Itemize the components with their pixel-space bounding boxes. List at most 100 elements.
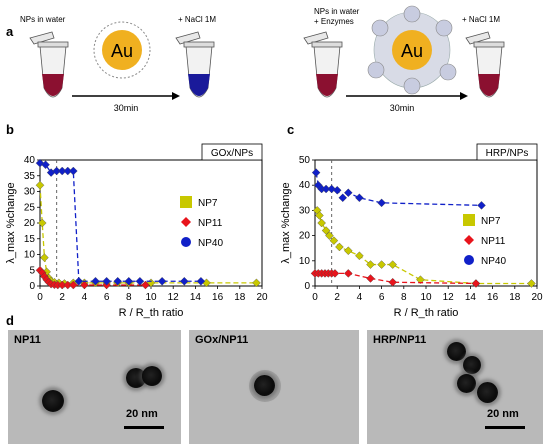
data-point-NP7 xyxy=(40,253,49,262)
panel-a-letter: a xyxy=(6,24,14,39)
data-point-NP11 xyxy=(330,269,340,278)
x-tick-label: 4 xyxy=(357,292,363,303)
data-point-NP7 xyxy=(527,279,536,288)
data-point-NP7 xyxy=(366,260,375,269)
y-tick-label: 20 xyxy=(299,231,311,242)
chart-c: HRP/NPs 0 2 4 6 8 10 12 14 16 18 20 0 10 20 30 40 50 λ_max… xyxy=(280,143,543,319)
y-tick-label: 10 xyxy=(24,250,36,261)
x-tick-label: 16 xyxy=(487,292,499,303)
panel-d-letter: d xyxy=(6,313,14,328)
y-tick-label: 10 xyxy=(299,256,311,267)
x-tick-label: 18 xyxy=(509,292,521,303)
x-axis-label: R / R_th ratio xyxy=(119,307,184,319)
series-line-NP40 xyxy=(315,172,482,207)
x-tick-label: 2 xyxy=(59,292,65,303)
data-point-NP40 xyxy=(355,193,364,203)
x-tick-label: 12 xyxy=(168,292,180,303)
x-tick-label: 0 xyxy=(312,292,318,303)
x-tick-label: 14 xyxy=(465,292,477,303)
data-point-NP7 xyxy=(317,218,326,228)
chart-tag-box xyxy=(476,143,538,161)
x-tick-label: 12 xyxy=(443,292,455,303)
data-point-NP40 xyxy=(102,276,111,286)
legend-label-NP40: NP40 xyxy=(481,256,506,267)
data-point-NP40 xyxy=(157,276,167,286)
left-time: 30min xyxy=(114,103,139,113)
plot-frame xyxy=(39,159,263,287)
right-np-label: NPs in water xyxy=(314,7,360,16)
x-tick-label: 4 xyxy=(82,292,88,303)
chart-tag: GOx/NPs xyxy=(201,143,263,161)
x-tick-label: 20 xyxy=(256,292,268,303)
data-point-NP7 xyxy=(335,242,344,252)
x-tick-label: 8 xyxy=(126,292,132,303)
data-point-NP11 xyxy=(344,269,353,278)
data-point-NP7 xyxy=(355,251,364,261)
data-point-NP40 xyxy=(69,166,78,176)
left-salt-label: + NaCl 1M xyxy=(178,15,216,24)
data-point-NP40 xyxy=(135,276,145,286)
data-point-NP40 xyxy=(124,276,134,286)
svg-text:Au: Au xyxy=(401,41,423,61)
legend-marker-NP7 xyxy=(463,214,475,226)
data-point-NP40 xyxy=(91,276,100,286)
data-point-NP11 xyxy=(80,280,89,290)
y-tick-label: 30 xyxy=(299,205,311,216)
y-tick-label: 25 xyxy=(24,202,36,213)
svg-text:Au: Au xyxy=(111,41,133,61)
data-point-NP7 xyxy=(321,226,331,235)
y-tick-label: 20 xyxy=(24,218,36,229)
data-point-NP7 xyxy=(37,218,47,228)
tem-label-gox-np11: GOx/NP11 xyxy=(195,334,249,346)
legend-marker-NP40 xyxy=(464,255,474,265)
au-particle-enzymes: Au xyxy=(367,5,457,95)
right-time: 30min xyxy=(390,103,415,113)
data-point-NP11 xyxy=(471,279,481,288)
x-tick-label: 10 xyxy=(145,292,157,303)
au-particle-bare: Au xyxy=(93,21,151,79)
tem-image-gox-np11: GOx/NP11 xyxy=(189,330,359,444)
x-tick-label: 18 xyxy=(234,292,246,303)
data-point-NP40 xyxy=(332,185,342,195)
x-tick-label: 10 xyxy=(420,292,432,303)
x-tick-label: 6 xyxy=(379,292,385,303)
chart-tag-text: GOx/NPs xyxy=(211,148,253,159)
legend-label-NP7: NP7 xyxy=(481,216,501,227)
y-tick-label: 0 xyxy=(29,281,35,292)
particle xyxy=(447,342,466,361)
data-point-NP11 xyxy=(141,280,150,290)
x-tick-label: 16 xyxy=(212,292,224,303)
data-point-NP7 xyxy=(416,275,425,284)
series-line-NP40 xyxy=(39,162,201,282)
tube-right-start xyxy=(303,31,343,98)
legend-marker-NP11 xyxy=(464,235,474,245)
chart-tag-text: HRP/NPs xyxy=(486,148,529,159)
legend-label-NP11: NP11 xyxy=(198,218,223,229)
data-point-NP40 xyxy=(180,276,189,286)
x-tick-label: 20 xyxy=(531,292,543,303)
x-tick-label: 2 xyxy=(334,292,340,303)
particle xyxy=(42,390,64,412)
legend-marker-NP7 xyxy=(180,196,192,208)
y-tick-label: 30 xyxy=(24,187,36,198)
y-axis-label: λ_max %change xyxy=(5,182,17,263)
panel-c-letter: c xyxy=(287,122,295,137)
data-point-NP7 xyxy=(329,236,339,245)
scale-bar xyxy=(124,426,164,429)
particle xyxy=(457,374,476,393)
data-point-NP40 xyxy=(113,276,122,286)
data-point-NP40 xyxy=(377,198,386,208)
chart-tag: HRP/NPs xyxy=(476,143,538,161)
particle xyxy=(463,356,481,374)
particle xyxy=(126,368,146,388)
y-tick-label: 40 xyxy=(24,155,36,166)
series-line-NP7 xyxy=(39,185,257,285)
data-point-NP11 xyxy=(366,274,375,283)
y-tick-label: 40 xyxy=(299,180,311,191)
data-point-NP7 xyxy=(35,180,45,190)
tem-label-hrp-np11: HRP/NP11 xyxy=(373,334,427,346)
data-point-NP40 xyxy=(477,201,486,210)
data-point-NP40 xyxy=(74,276,84,286)
tube-right-end xyxy=(465,31,505,98)
tube-left-end xyxy=(175,31,215,98)
